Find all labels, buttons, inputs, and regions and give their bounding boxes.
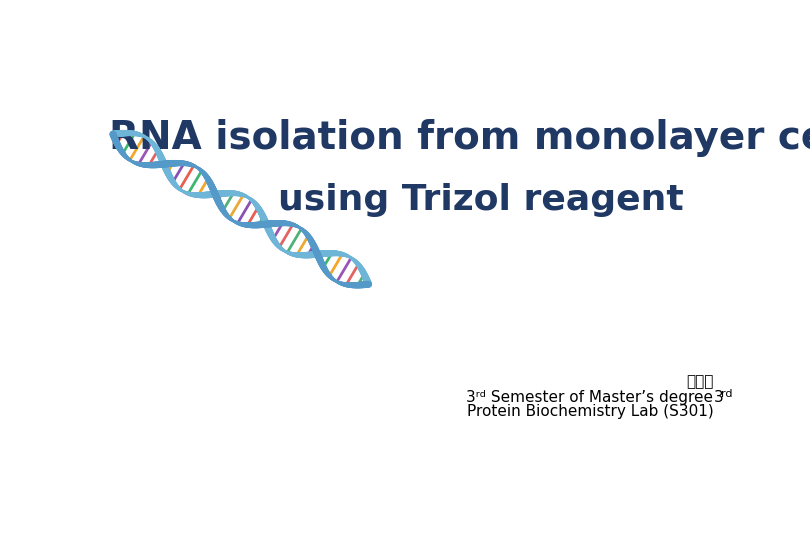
Text: 3ʳᵈ Semester of Master’s degree: 3ʳᵈ Semester of Master’s degree xyxy=(467,390,714,405)
Text: using Trizol reagent: using Trizol reagent xyxy=(278,183,684,217)
Text: RNA isolation from monolayer cell: RNA isolation from monolayer cell xyxy=(109,119,810,157)
Text: 3: 3 xyxy=(714,390,723,405)
Text: 김예지: 김예지 xyxy=(686,375,714,389)
Text: 3ʳᵈ Semester of Master’s degree: 3ʳᵈ Semester of Master’s degree xyxy=(467,390,714,405)
Text: rd: rd xyxy=(721,389,733,399)
Text: Protein Biochemistry Lab (S301): Protein Biochemistry Lab (S301) xyxy=(467,404,714,419)
